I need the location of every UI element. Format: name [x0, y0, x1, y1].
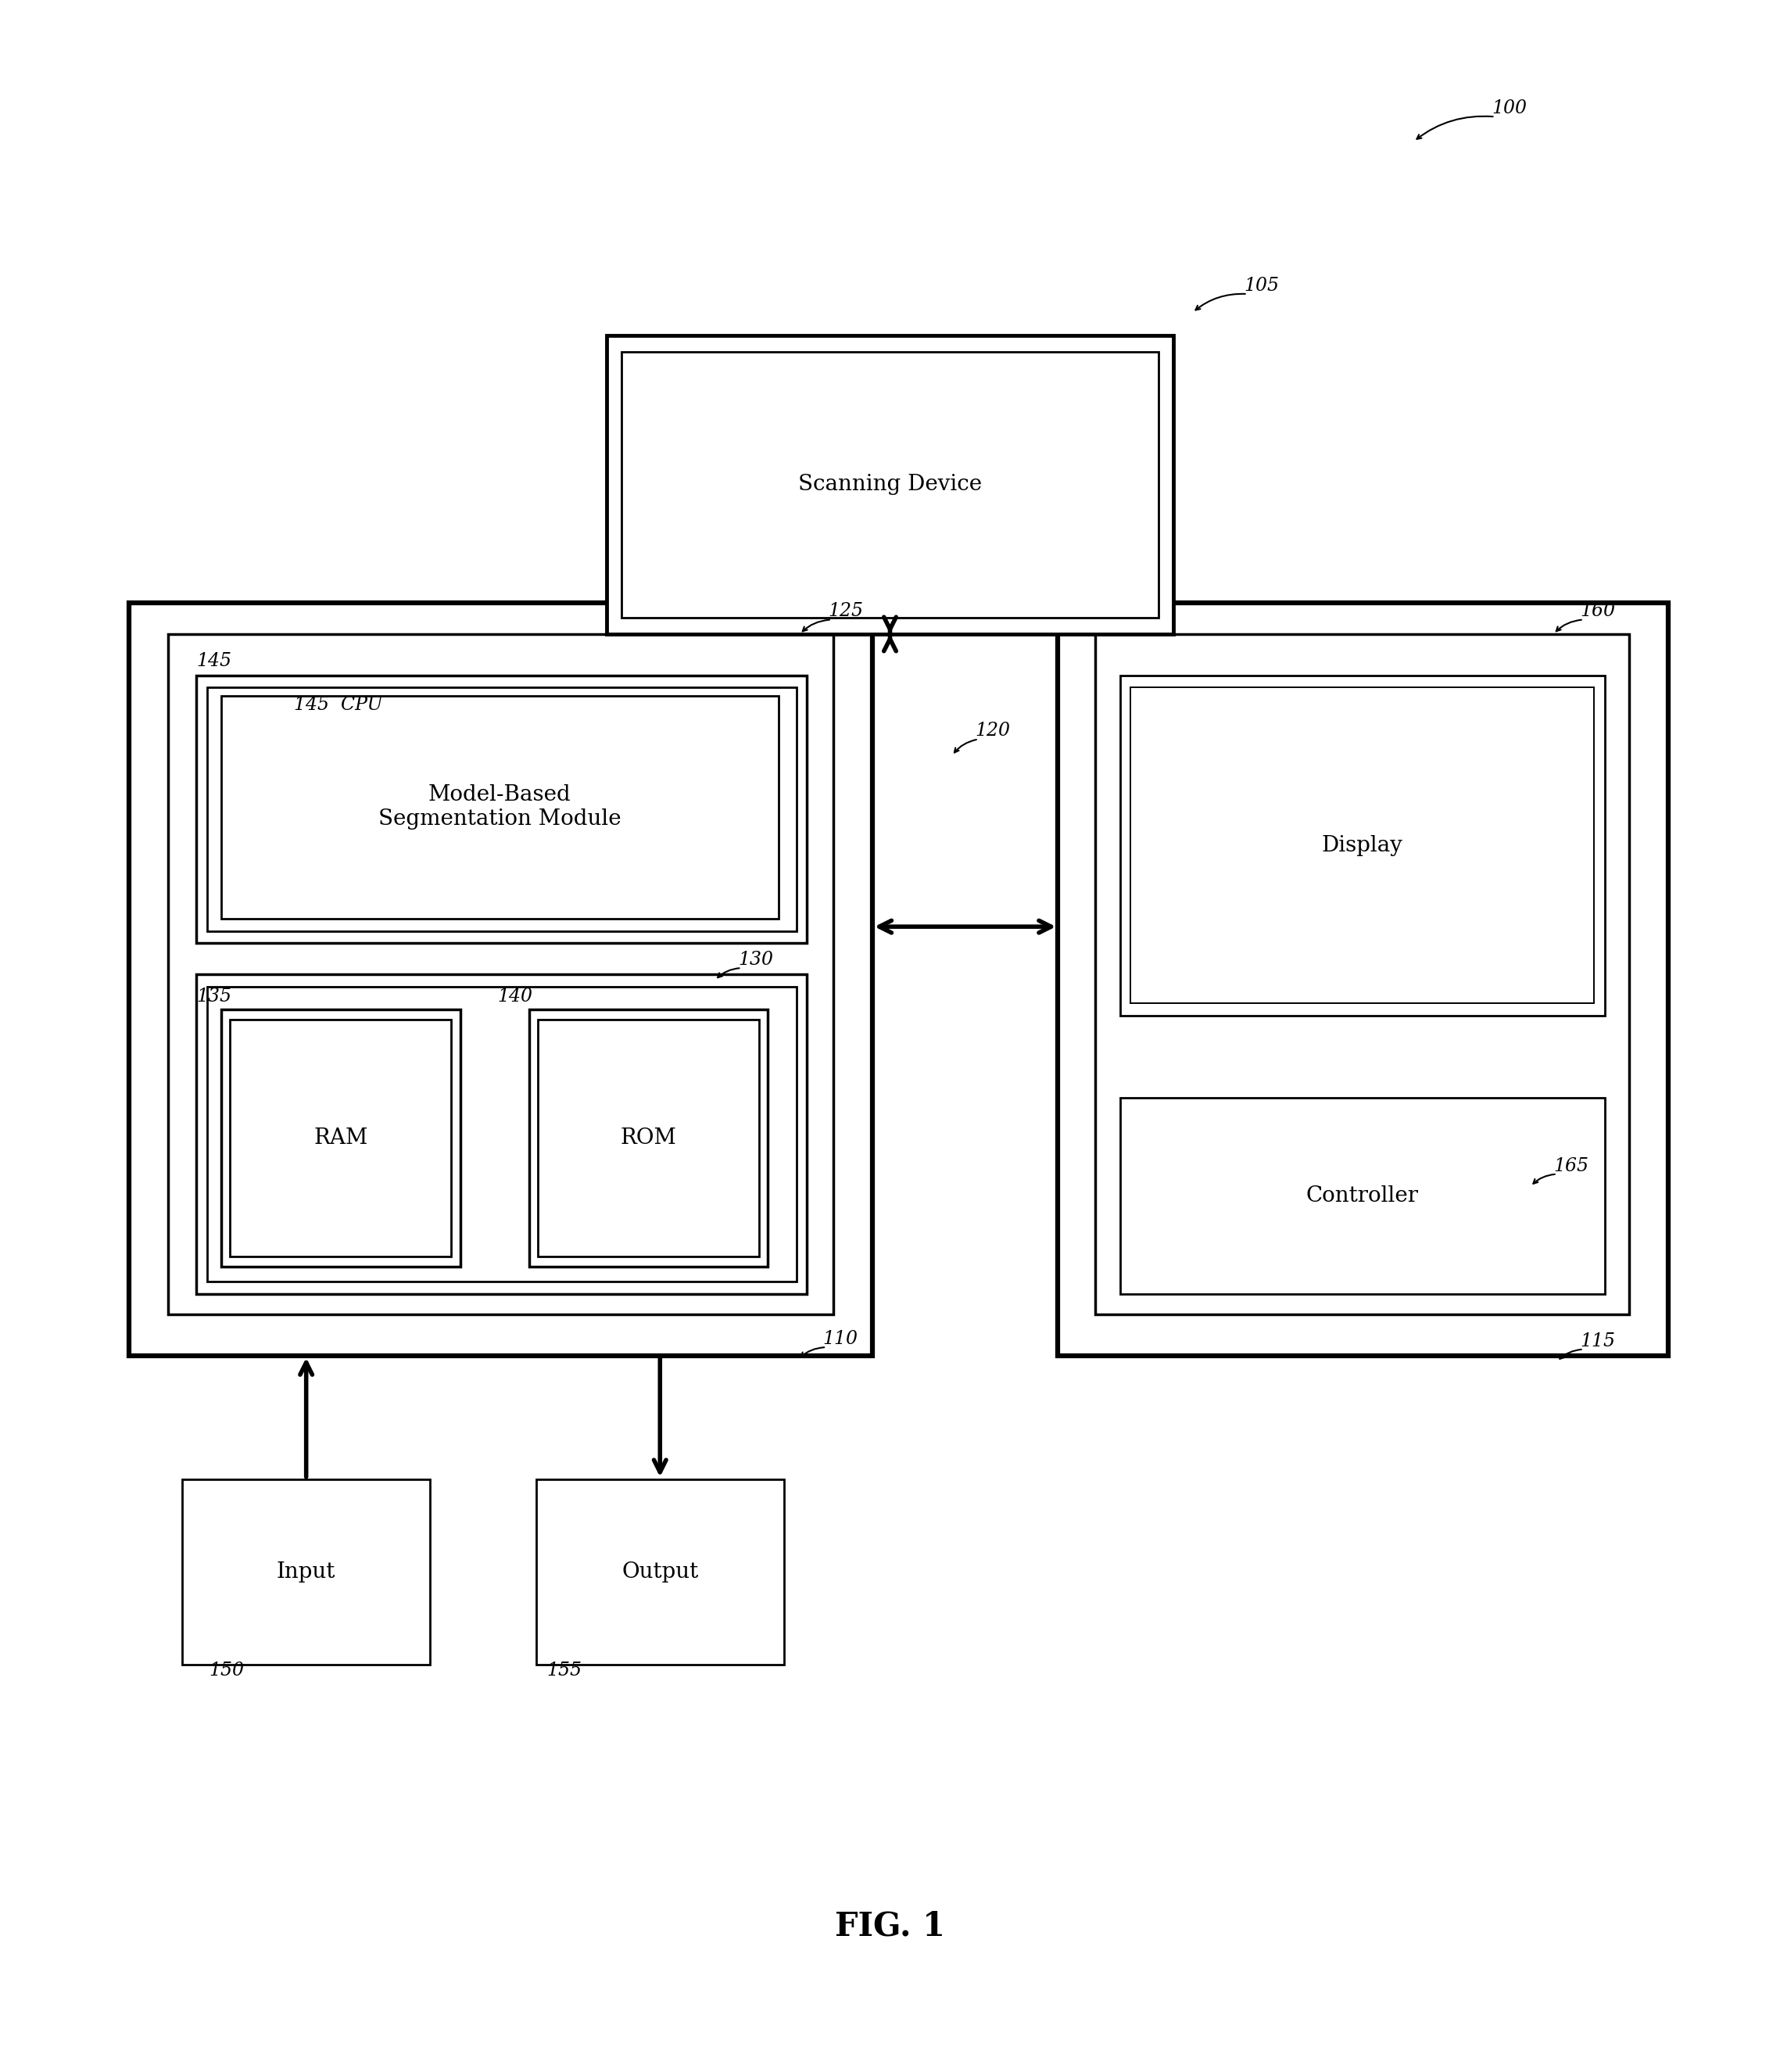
Text: 125: 125 — [828, 603, 863, 620]
Bar — [1120, 675, 1606, 1015]
Bar — [167, 634, 833, 1314]
Text: Model-Based
Segmentation Module: Model-Based Segmentation Module — [379, 785, 621, 831]
Text: 145: 145 — [196, 653, 231, 669]
Bar — [196, 675, 806, 943]
Bar — [1057, 603, 1668, 1355]
Text: 160: 160 — [1581, 603, 1614, 620]
Text: 130: 130 — [739, 951, 773, 970]
Bar — [130, 603, 872, 1355]
Text: 155: 155 — [546, 1662, 582, 1680]
Bar — [1130, 688, 1595, 1003]
Bar — [221, 696, 778, 918]
Text: 145  CPU: 145 CPU — [294, 696, 383, 715]
Text: ROM: ROM — [621, 1127, 676, 1148]
Bar — [206, 986, 796, 1280]
Bar — [529, 1009, 767, 1266]
Text: 120: 120 — [975, 721, 1009, 740]
Text: 105: 105 — [1244, 278, 1280, 294]
Bar — [230, 1019, 452, 1256]
Text: Scanning Device: Scanning Device — [797, 474, 983, 495]
Bar — [607, 336, 1173, 634]
Bar — [621, 352, 1159, 617]
Text: Display: Display — [1323, 835, 1403, 856]
Text: FIG. 1: FIG. 1 — [835, 1910, 945, 1944]
Bar — [538, 1019, 758, 1256]
Text: 135: 135 — [196, 988, 231, 1005]
Text: 115: 115 — [1581, 1332, 1614, 1351]
Bar — [1120, 1098, 1606, 1293]
Bar — [536, 1479, 783, 1664]
Text: 110: 110 — [822, 1330, 858, 1349]
Text: RAM: RAM — [313, 1127, 368, 1148]
Text: 165: 165 — [1554, 1156, 1588, 1175]
Bar — [196, 974, 806, 1293]
Text: 100: 100 — [1492, 99, 1527, 118]
Bar — [206, 688, 796, 930]
Bar — [1095, 634, 1629, 1314]
Bar — [182, 1479, 431, 1664]
Text: 150: 150 — [208, 1662, 244, 1680]
Text: 140: 140 — [497, 988, 532, 1005]
Bar — [221, 1009, 459, 1266]
Text: Output: Output — [621, 1562, 698, 1583]
Text: Controller: Controller — [1307, 1185, 1419, 1206]
Text: Input: Input — [276, 1562, 336, 1583]
